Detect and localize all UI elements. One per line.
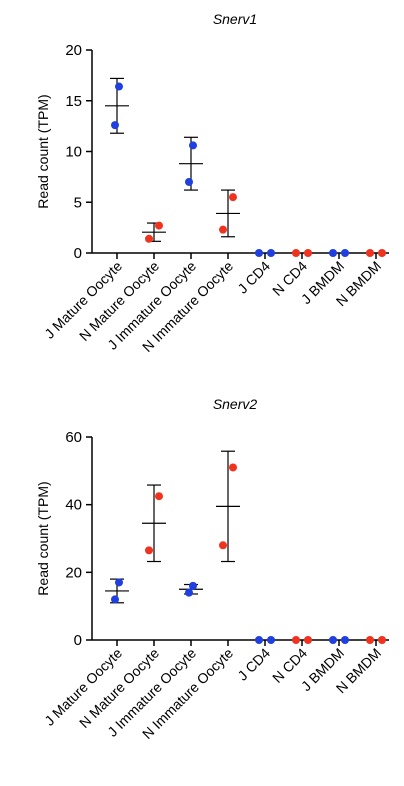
- y-tick-label: 20: [65, 564, 82, 581]
- data-point-j: [185, 588, 193, 597]
- data-point-j: [341, 249, 349, 257]
- data-point-j: [341, 636, 349, 644]
- data-point-n: [155, 221, 163, 230]
- data-point-j: [255, 249, 263, 257]
- x-tick-label: J CD4: [234, 645, 273, 684]
- data-point-n: [292, 636, 300, 644]
- data-point-j: [255, 636, 263, 644]
- data-point-n: [219, 225, 227, 234]
- data-point-j: [329, 636, 337, 644]
- data-point-n: [145, 234, 153, 243]
- data-point-n: [219, 541, 227, 550]
- data-point-n: [378, 249, 386, 257]
- data-point-n: [366, 636, 374, 644]
- data-point-j: [267, 249, 275, 257]
- y-axis-label: Read count (TPM): [35, 481, 51, 595]
- data-point-n: [145, 546, 153, 555]
- data-point-n: [229, 463, 237, 472]
- chart-title: Snerv2: [213, 396, 258, 412]
- data-point-j: [115, 82, 123, 91]
- data-point-n: [292, 249, 300, 257]
- y-tick-label: 10: [65, 144, 82, 161]
- y-tick-label: 0: [74, 632, 82, 649]
- y-tick-label: 40: [65, 497, 82, 514]
- data-point-n: [304, 636, 312, 644]
- chart-title: Snerv1: [213, 11, 257, 27]
- data-point-j: [267, 636, 275, 644]
- data-point-j: [189, 581, 197, 590]
- y-tick-label: 0: [74, 245, 82, 262]
- y-axis-label: Read count (TPM): [35, 94, 51, 208]
- data-point-n: [304, 249, 312, 257]
- y-tick-label: 5: [74, 194, 82, 211]
- data-point-j: [115, 578, 123, 587]
- data-point-n: [155, 492, 163, 501]
- x-tick-label: J CD4: [234, 258, 273, 297]
- data-point-j: [329, 249, 337, 257]
- data-point-j: [185, 177, 193, 186]
- data-point-n: [378, 636, 386, 644]
- data-point-j: [111, 121, 119, 130]
- y-tick-label: 60: [65, 429, 82, 446]
- y-tick-label: 20: [65, 42, 82, 59]
- data-point-n: [366, 249, 374, 257]
- data-point-j: [111, 595, 119, 604]
- y-tick-label: 15: [65, 93, 82, 110]
- data-point-j: [189, 141, 197, 150]
- data-point-n: [229, 193, 237, 202]
